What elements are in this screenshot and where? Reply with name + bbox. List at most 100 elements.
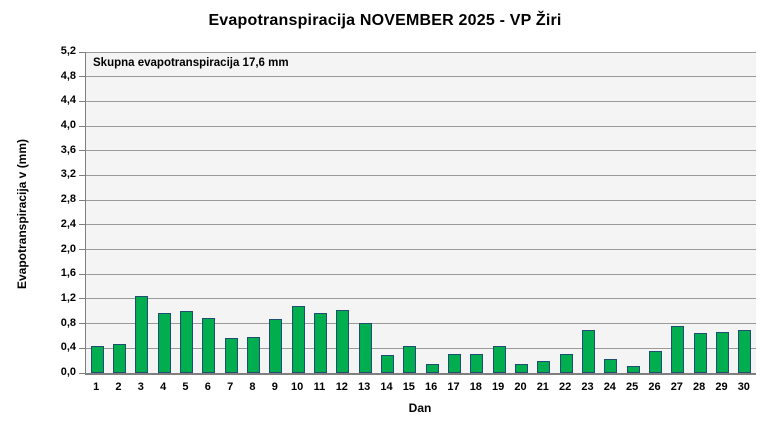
x-tick-label: 13 [358,381,371,393]
y-tick-mark [79,199,85,201]
bar-day-6 [202,318,216,373]
x-axis-title: Dan [408,401,432,415]
y-tick-mark [79,174,85,176]
bar-day-23 [582,330,595,373]
bar-day-4 [157,313,171,373]
bar-day-15 [403,346,417,373]
x-tick-label: 4 [160,381,167,393]
bar-day-26 [649,351,662,373]
y-tick-label: 4,0 [60,119,76,132]
x-tick-label: 24 [603,381,616,393]
y-tick-mark [79,100,85,102]
y-tick-mark [79,51,85,53]
bar-day-13 [358,323,372,373]
bar-day-17 [448,354,461,373]
y-tick-label: 2,4 [60,217,76,230]
y-tick-mark [79,273,85,275]
y-tick-label: 3,2 [60,168,76,181]
x-tick-label: 12 [335,381,348,393]
bar-day-19 [492,346,506,373]
bar-day-21 [537,361,551,373]
y-tick-label: 1,2 [60,291,76,304]
bar-day-9 [269,319,283,373]
bar-day-8 [247,337,260,373]
gridline [86,174,756,176]
gridline [86,347,756,349]
y-tick-label: 2,0 [60,242,76,255]
y-tick-label: 0,0 [60,366,76,378]
x-tick-label: 6 [204,381,211,393]
x-tick-label: 18 [469,381,482,393]
x-tick-label: 29 [715,381,728,393]
bar-day-10 [291,306,305,373]
x-tick-label: 10 [291,381,304,393]
bar-day-5 [180,311,193,373]
gridline [86,249,756,251]
bar-day-12 [336,310,350,373]
total-annotation: Skupna evapotranspiracija 17,6 mm [93,57,289,69]
y-tick-mark [79,224,85,226]
x-tick-label: 5 [182,381,189,393]
chart-title: Evapotranspiracija NOVEMBER 2025 - VP Ži… [208,12,562,29]
bar-day-28 [693,333,707,373]
bar-day-29 [716,332,729,373]
x-tick-label: 25 [626,381,639,393]
bar-day-20 [515,364,528,373]
gridline [86,273,756,275]
y-tick-label: 1,6 [60,267,76,280]
x-tick-label: 22 [559,381,572,393]
x-tick-label: 28 [693,381,706,393]
x-tick-label: 11 [313,381,326,393]
bar-day-18 [470,354,484,373]
bar-day-27 [671,326,685,373]
bar-day-11 [314,313,327,373]
x-tick-label: 20 [514,381,527,393]
bar-day-3 [135,296,149,373]
y-tick-label: 4,8 [60,69,76,82]
x-tick-label: 2 [115,381,122,393]
x-tick-label: 19 [492,381,505,393]
y-tick-label: 3,6 [60,143,76,156]
y-tick-mark [79,372,85,374]
y-tick-mark [79,298,85,300]
gridline [86,199,756,201]
y-tick-mark [79,323,85,325]
y-tick-label: 0,8 [60,316,76,329]
bar-day-22 [559,354,573,373]
bar-day-7 [224,338,238,373]
bar-day-1 [90,346,104,373]
x-tick-label: 3 [137,381,144,393]
x-tick-label: 7 [227,381,234,393]
x-tick-label: 17 [447,381,460,393]
gridline [86,76,756,78]
x-tick-label: 26 [648,381,661,393]
y-tick-mark [79,76,85,78]
x-tick-label: 8 [249,381,256,393]
y-tick-label: 0,4 [60,341,76,354]
x-tick-label: 1 [93,381,100,393]
y-tick-label: 2,8 [60,193,76,206]
plot-area: Skupna evapotranspiracija 17,6 mm [85,51,756,375]
bar-day-25 [626,366,640,373]
y-tick-mark [79,125,85,127]
gridline [86,224,756,226]
x-tick-label: 21 [536,381,549,393]
x-tick-label: 16 [425,381,438,393]
x-tick-label: 23 [581,381,594,393]
gridline [86,150,756,152]
gridline [86,323,756,325]
gridline [86,51,756,53]
x-tick-label: 9 [271,381,278,393]
y-tick-label: 4,4 [60,94,76,107]
y-tick-mark [79,347,85,349]
bar-day-30 [738,330,752,373]
gridline [86,100,756,102]
bar-day-2 [113,344,126,373]
x-tick-label: 14 [380,381,393,393]
gridline [86,125,756,127]
x-tick-label: 27 [670,381,683,393]
y-tick-label: 5,2 [60,45,76,57]
x-tick-label: 15 [402,381,415,393]
bar-day-24 [604,359,618,373]
